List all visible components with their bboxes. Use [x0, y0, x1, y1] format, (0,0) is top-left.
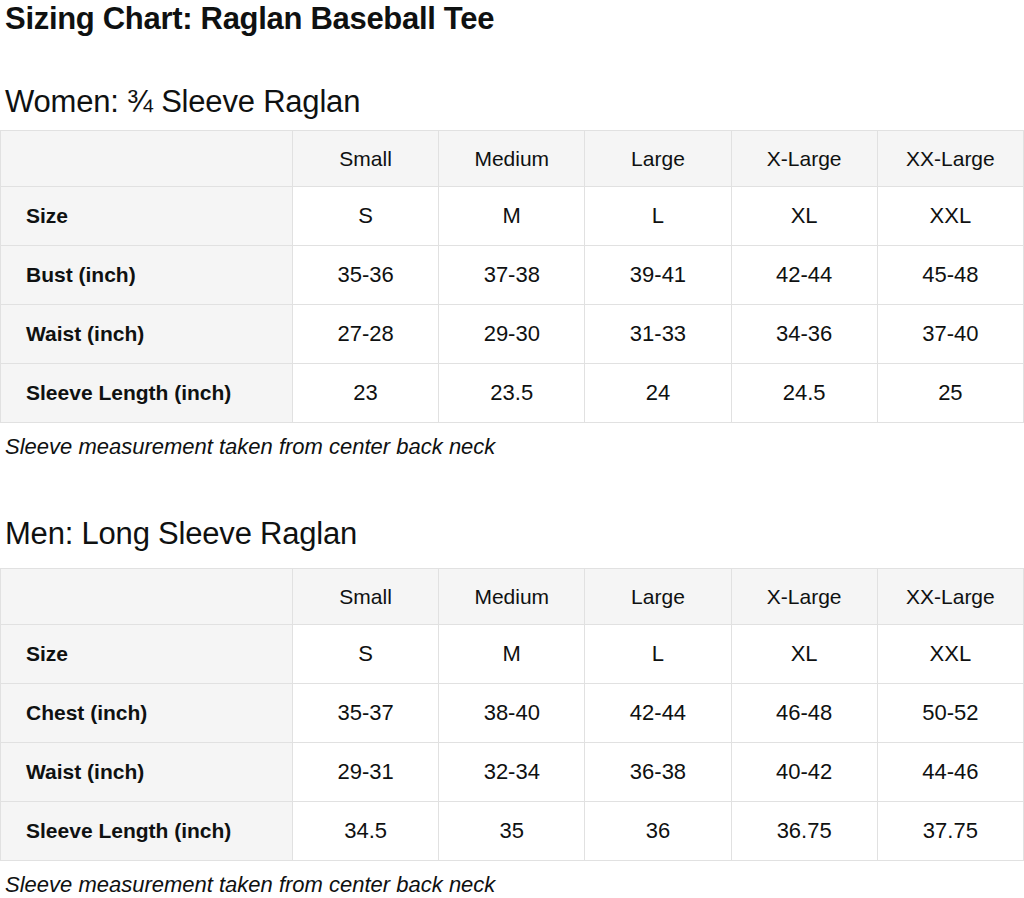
- table-cell: XXL: [877, 187, 1023, 246]
- table-cell: 45-48: [877, 246, 1023, 305]
- table-cell: 25: [877, 364, 1023, 423]
- table-cell: 24.5: [731, 364, 877, 423]
- table-cell: 36.75: [731, 802, 877, 861]
- table-row-size: SizeSMLXLXXL: [1, 625, 1024, 684]
- table-cell: 35-36: [293, 246, 439, 305]
- table-cell: XL: [731, 187, 877, 246]
- page-title: Sizing Chart: Raglan Baseball Tee: [0, 0, 1024, 37]
- table-row-sleeve-length-inch: Sleeve Length (inch)2323.52424.525: [1, 364, 1024, 423]
- table-row-waist-inch: Waist (inch)29-3132-3436-3840-4244-46: [1, 743, 1024, 802]
- table-cell: 23.5: [439, 364, 585, 423]
- table-cell: 40-42: [731, 743, 877, 802]
- section-heading-men: Men: Long Sleeve Raglan: [0, 516, 1024, 552]
- women-sizing-table: SmallMediumLargeX-LargeXX-LargeSizeSMLXL…: [0, 130, 1024, 423]
- column-header-blank: [1, 569, 293, 625]
- table-cell: 44-46: [877, 743, 1023, 802]
- table-cell: 34-36: [731, 305, 877, 364]
- men-sizing-table: SmallMediumLargeX-LargeXX-LargeSizeSMLXL…: [0, 568, 1024, 861]
- table-cell: 39-41: [585, 246, 731, 305]
- section-men: Men: Long Sleeve Raglan SmallMediumLarge…: [0, 516, 1024, 898]
- table-cell: 36: [585, 802, 731, 861]
- column-header-xx-large: XX-Large: [877, 131, 1023, 187]
- row-label-bust-inch: Bust (inch): [1, 246, 293, 305]
- column-header-medium: Medium: [439, 131, 585, 187]
- sleeve-note-women: Sleeve measurement taken from center bac…: [0, 434, 1024, 460]
- table-cell: 35: [439, 802, 585, 861]
- row-label-waist-inch: Waist (inch): [1, 305, 293, 364]
- table-cell: 34.5: [293, 802, 439, 861]
- table-row-chest-inch: Chest (inch)35-3738-4042-4446-4850-52: [1, 684, 1024, 743]
- column-header-small: Small: [293, 131, 439, 187]
- column-header-large: Large: [585, 131, 731, 187]
- sleeve-note-men: Sleeve measurement taken from center bac…: [0, 872, 1024, 898]
- row-label-size: Size: [1, 187, 293, 246]
- table-cell: L: [585, 625, 731, 684]
- column-header-small: Small: [293, 569, 439, 625]
- table-cell: 35-37: [293, 684, 439, 743]
- column-header-medium: Medium: [439, 569, 585, 625]
- table-cell: 24: [585, 364, 731, 423]
- column-header-large: Large: [585, 569, 731, 625]
- table-cell: 29-30: [439, 305, 585, 364]
- table-cell: 27-28: [293, 305, 439, 364]
- table-cell: 37.75: [877, 802, 1023, 861]
- table-cell: 38-40: [439, 684, 585, 743]
- column-header-row: SmallMediumLargeX-LargeXX-Large: [1, 569, 1024, 625]
- table-cell: M: [439, 625, 585, 684]
- column-header-x-large: X-Large: [731, 131, 877, 187]
- table-cell: XL: [731, 625, 877, 684]
- section-women: Women: ¾ Sleeve Raglan SmallMediumLargeX…: [0, 84, 1024, 460]
- table-row-bust-inch: Bust (inch)35-3637-3839-4142-4445-48: [1, 246, 1024, 305]
- table-cell: 23: [293, 364, 439, 423]
- table-cell: M: [439, 187, 585, 246]
- table-cell: XXL: [877, 625, 1023, 684]
- row-label-waist-inch: Waist (inch): [1, 743, 293, 802]
- table-cell: 36-38: [585, 743, 731, 802]
- table-cell: 50-52: [877, 684, 1023, 743]
- column-header-row: SmallMediumLargeX-LargeXX-Large: [1, 131, 1024, 187]
- table-cell: S: [293, 187, 439, 246]
- section-heading-women: Women: ¾ Sleeve Raglan: [0, 84, 1024, 120]
- table-row-waist-inch: Waist (inch)27-2829-3031-3334-3637-40: [1, 305, 1024, 364]
- table-row-size: SizeSMLXLXXL: [1, 187, 1024, 246]
- table-cell: S: [293, 625, 439, 684]
- column-header-xx-large: XX-Large: [877, 569, 1023, 625]
- table-cell: 29-31: [293, 743, 439, 802]
- row-label-sleeve-length-inch: Sleeve Length (inch): [1, 802, 293, 861]
- table-cell: 37-40: [877, 305, 1023, 364]
- table-row-sleeve-length-inch: Sleeve Length (inch)34.5353636.7537.75: [1, 802, 1024, 861]
- table-cell: 31-33: [585, 305, 731, 364]
- table-cell: 42-44: [585, 684, 731, 743]
- row-label-chest-inch: Chest (inch): [1, 684, 293, 743]
- row-label-sleeve-length-inch: Sleeve Length (inch): [1, 364, 293, 423]
- table-cell: 32-34: [439, 743, 585, 802]
- table-cell: 42-44: [731, 246, 877, 305]
- table-cell: 46-48: [731, 684, 877, 743]
- row-label-size: Size: [1, 625, 293, 684]
- column-header-x-large: X-Large: [731, 569, 877, 625]
- column-header-blank: [1, 131, 293, 187]
- table-cell: 37-38: [439, 246, 585, 305]
- table-cell: L: [585, 187, 731, 246]
